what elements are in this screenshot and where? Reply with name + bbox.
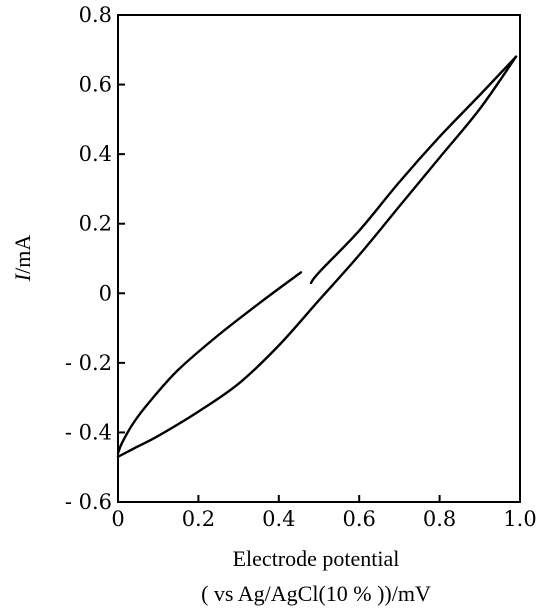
y-tick-label: 0.2 <box>79 212 112 236</box>
x-tick-label: 0.8 <box>423 507 456 531</box>
y-tick-label: 0.8 <box>79 3 112 27</box>
series-line-0 <box>116 271 303 455</box>
x-axis-label-line2: ( vs Ag/AgCl(10 % ))/mV <box>201 581 431 606</box>
y-tick-label: - 0.6 <box>65 490 112 514</box>
y-tick-label: 0.4 <box>79 142 112 166</box>
series-line-2 <box>309 55 518 285</box>
x-tick-label: 0.2 <box>182 507 215 531</box>
x-tick-label: 0.4 <box>262 507 295 531</box>
series-group <box>116 55 518 458</box>
y-axis-label: I/mA <box>10 235 35 283</box>
ticks-group: 0 0.2 0.4 0.6 0.8 1.0 0.8 0.6 0.4 0.2 0 - 0.2 - 0.4 -… <box>65 3 537 531</box>
y-tick-label: - 0.4 <box>65 420 112 444</box>
y-tick-label: 0 <box>99 281 112 305</box>
x-tick-label: 1.0 <box>503 507 536 531</box>
series-line-1 <box>116 55 518 458</box>
y-tick-label: 0.6 <box>79 73 112 97</box>
y-tick-label: - 0.2 <box>65 351 112 375</box>
x-tick-label: 0 <box>111 507 124 531</box>
y-axis-label-unit: /mA <box>10 235 35 274</box>
y-axis-label-symbol: I <box>10 272 35 282</box>
plot-frame <box>117 14 521 503</box>
x-tick-label: 0.6 <box>342 507 375 531</box>
x-axis-label-line1: Electrode potential <box>233 546 400 571</box>
